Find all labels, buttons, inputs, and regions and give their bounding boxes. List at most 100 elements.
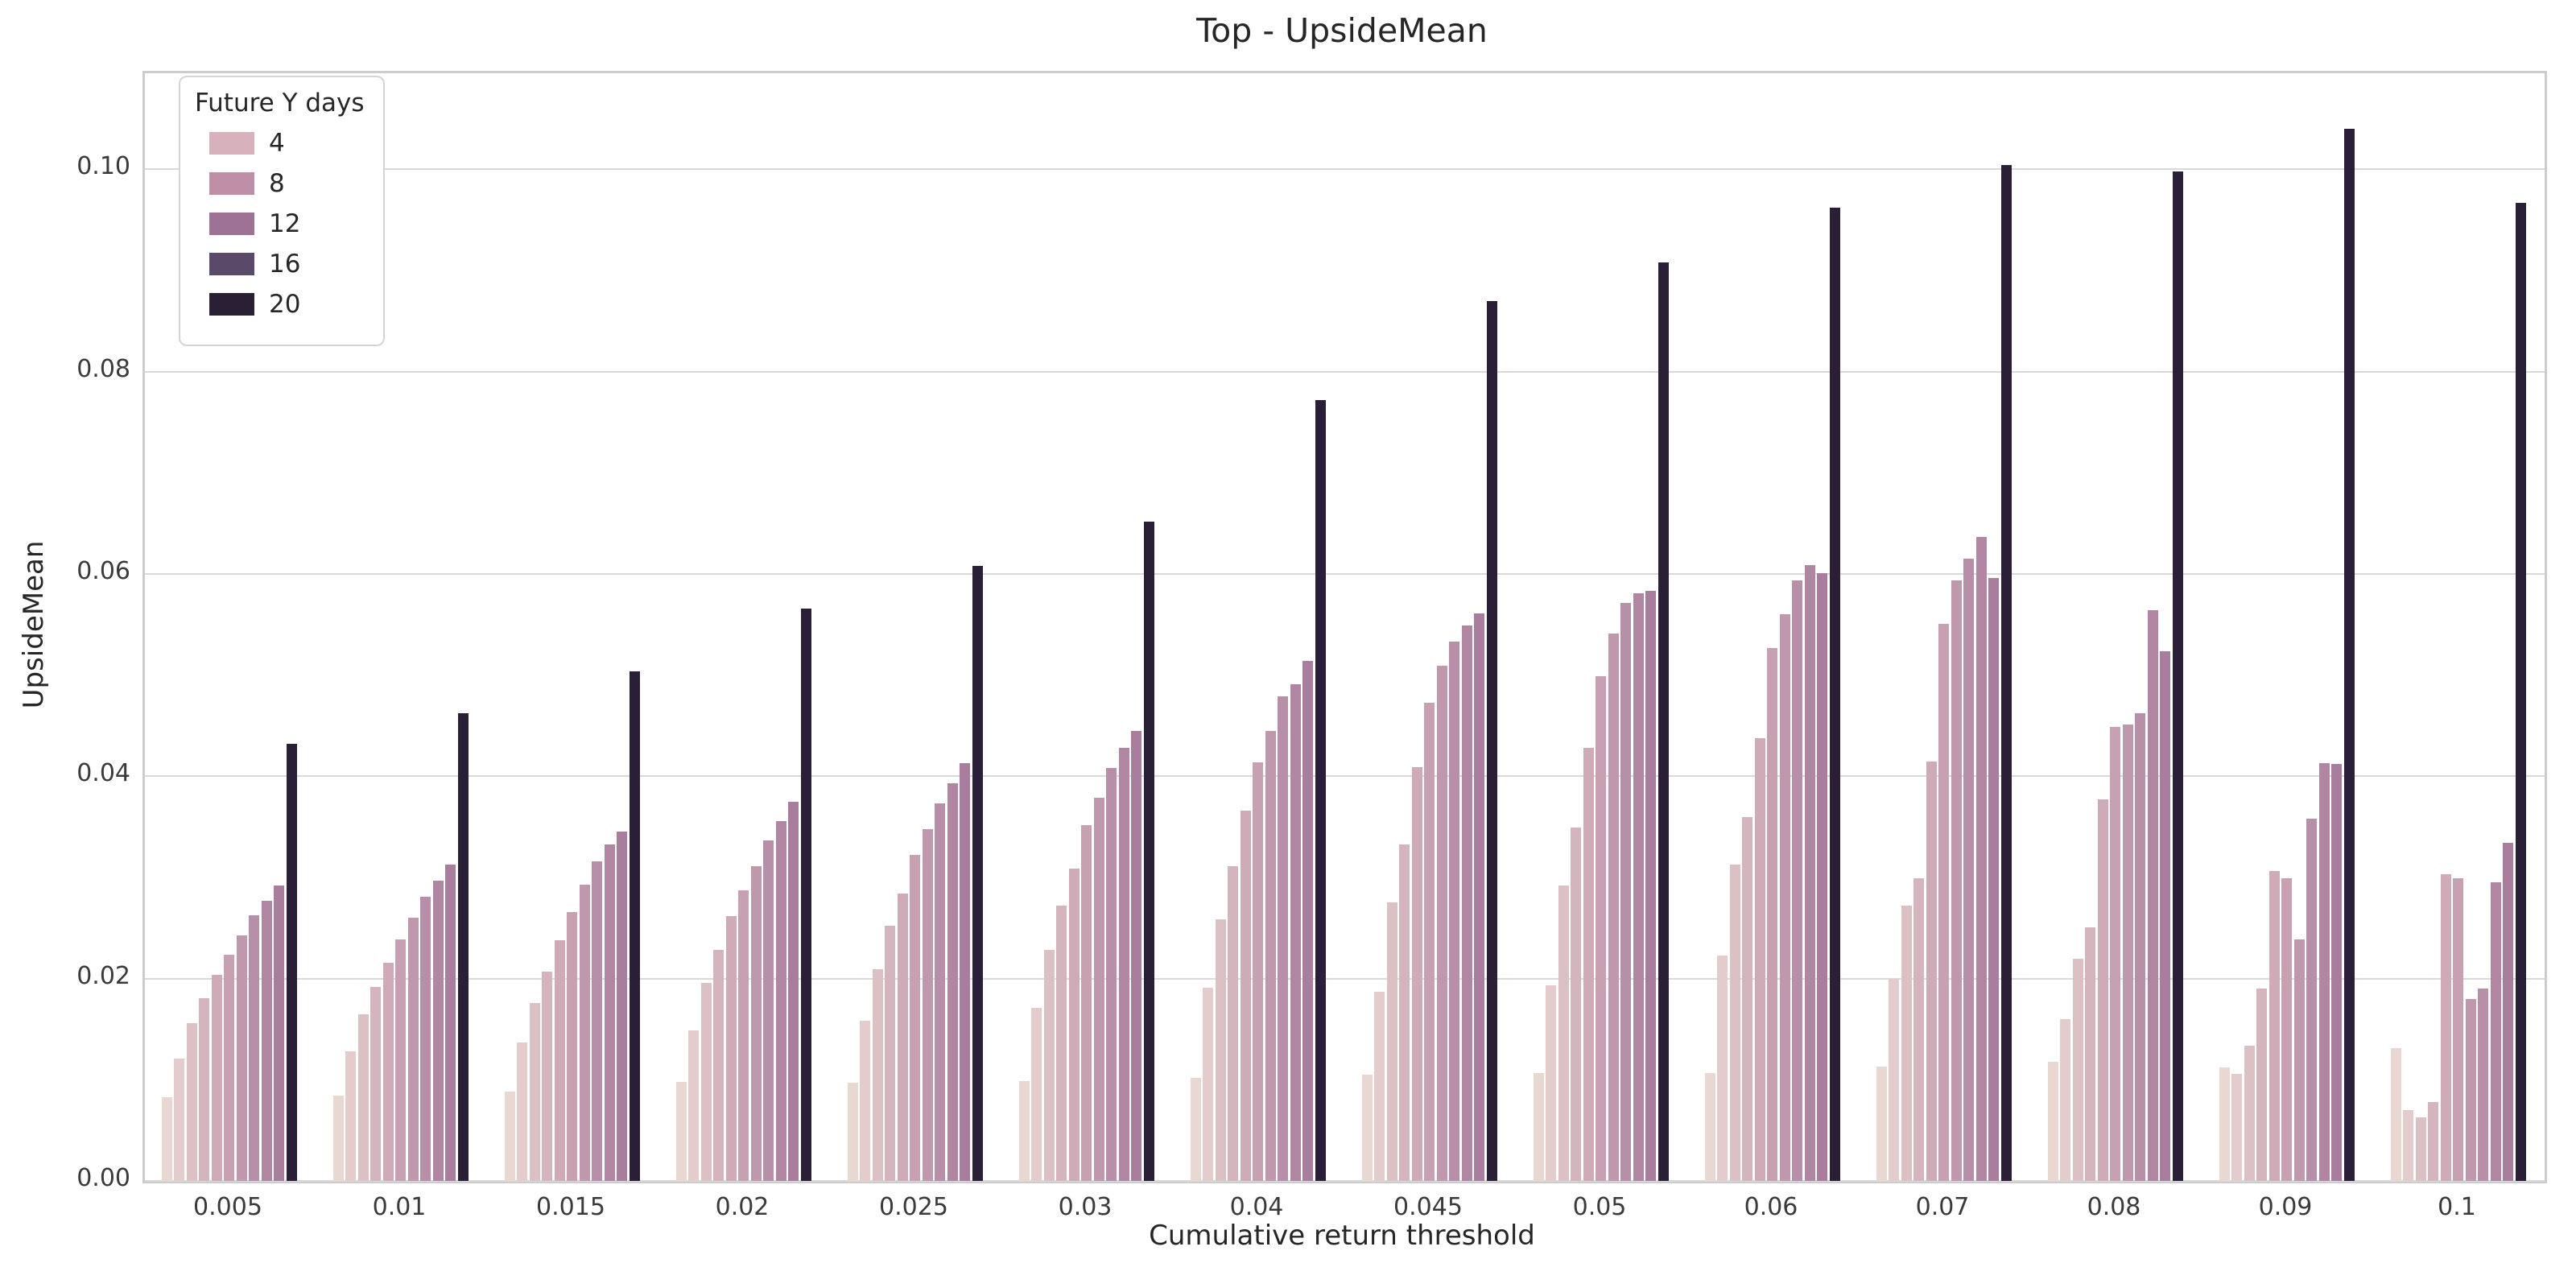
bar-0.05-bar-10 (1645, 591, 1657, 1181)
bar-0.015-bar-02 (517, 1042, 528, 1181)
x-tick-0.015: 0.015 (536, 1193, 605, 1221)
bar-0.09-bar-06 (2281, 878, 2293, 1181)
x-tick-0.03: 0.03 (1058, 1193, 1113, 1221)
bar-0.08-bar-03 (2072, 958, 2083, 1181)
x-tick-0.08: 0.08 (2087, 1193, 2141, 1221)
y-tick-0.04: 0.04 (76, 759, 130, 788)
bar-0.08-bar-08 (2135, 713, 2146, 1181)
bar-0.04-bar-11 (1315, 399, 1326, 1181)
bar-0.03-bar-08 (1106, 768, 1117, 1181)
bar-0.09-bar-11 (2343, 129, 2355, 1181)
legend-entry-8: 8 (209, 169, 383, 198)
x-tick-0.025: 0.025 (879, 1193, 948, 1221)
bar-0.07-bar-03 (1901, 906, 1912, 1181)
bar-0.1-bar-07 (2465, 998, 2476, 1181)
bar-0.08-bar-02 (2060, 1018, 2071, 1181)
bar-0.06-bar-02 (1717, 955, 1728, 1181)
bar-0.045-bar-04 (1399, 844, 1410, 1181)
bar-0.04-bar-02 (1203, 987, 1214, 1181)
x-tick-0.005: 0.005 (193, 1193, 262, 1221)
bar-0.04-bar-07 (1265, 730, 1276, 1181)
bar-0.06-bar-03 (1729, 864, 1740, 1181)
bar-0.09-bar-04 (2256, 989, 2268, 1181)
bar-0.03-bar-11 (1143, 521, 1154, 1181)
y-tick-0.10: 0.10 (76, 152, 130, 181)
legend-swatch-20 (209, 293, 254, 316)
x-tick-0.1: 0.1 (2438, 1193, 2476, 1221)
bar-0.1-bar-01 (2390, 1048, 2401, 1181)
gridline-y-0.04 (145, 775, 2545, 778)
bar-0.025-bar-01 (847, 1083, 858, 1181)
bar-0.03-bar-03 (1043, 950, 1055, 1181)
bar-0.08-bar-11 (2172, 171, 2183, 1181)
bar-0.02-bar-08 (763, 840, 774, 1181)
x-tick-0.07: 0.07 (1915, 1193, 1970, 1221)
bar-0.01-bar-11 (457, 713, 469, 1181)
legend: Future Y days 4 8 12 16 20 (179, 76, 385, 346)
legend-label-20: 20 (269, 290, 301, 319)
gridline-y-0.00 (145, 1180, 2545, 1182)
legend-swatch-8 (209, 172, 254, 195)
bar-0.1-bar-09 (2490, 882, 2501, 1181)
bar-0.005-bar-08 (249, 914, 260, 1181)
bar-0.005-bar-01 (161, 1096, 172, 1181)
bar-0.02-bar-04 (713, 950, 724, 1181)
bar-0.005-bar-05 (211, 974, 222, 1181)
bar-0.045-bar-11 (1486, 300, 1497, 1181)
bar-0.07-bar-05 (1926, 761, 1937, 1181)
bar-0.07-bar-01 (1876, 1067, 1887, 1181)
bar-0.09-bar-01 (2219, 1067, 2230, 1181)
bar-0.07-bar-04 (1913, 878, 1925, 1181)
bar-0.07-bar-09 (1975, 536, 1987, 1181)
bar-0.015-bar-09 (604, 844, 615, 1181)
bar-0.025-bar-03 (872, 969, 883, 1181)
bar-0.025-bar-05 (897, 894, 908, 1181)
legend-label-4: 4 (269, 129, 285, 158)
bar-0.05-bar-09 (1633, 592, 1644, 1181)
bar-0.01-bar-06 (395, 939, 407, 1181)
bar-0.09-bar-02 (2231, 1073, 2243, 1181)
bar-0.02-bar-09 (775, 820, 786, 1181)
bar-0.025-bar-06 (910, 855, 921, 1181)
bar-0.005-bar-09 (261, 900, 272, 1181)
bar-0.01-bar-09 (432, 880, 444, 1181)
bar-0.02-bar-01 (675, 1081, 687, 1181)
bar-0.08-bar-04 (2085, 927, 2096, 1181)
bar-0.05-bar-03 (1558, 886, 1569, 1181)
bar-0.03-bar-01 (1018, 1080, 1030, 1181)
bar-0.045-bar-08 (1449, 642, 1460, 1181)
x-tick-0.06: 0.06 (1744, 1193, 1798, 1221)
bar-0.02-bar-05 (725, 915, 737, 1181)
y-tick-0.06: 0.06 (76, 557, 130, 586)
bar-0.01-bar-10 (445, 864, 456, 1181)
bar-0.08-bar-10 (2160, 650, 2171, 1181)
bar-0.1-bar-02 (2403, 1110, 2414, 1181)
chart-title: Top - UpsideMean (1196, 11, 1488, 50)
bar-0.01-bar-02 (345, 1051, 357, 1181)
bar-0.02-bar-10 (788, 801, 799, 1181)
bar-0.005-bar-10 (274, 886, 285, 1181)
legend-entry-12: 12 (209, 209, 383, 238)
bar-0.02-bar-11 (800, 608, 811, 1181)
bar-0.045-bar-05 (1411, 767, 1422, 1181)
bar-0.09-bar-10 (2331, 764, 2343, 1181)
bar-0.015-bar-01 (504, 1092, 515, 1181)
bar-0.04-bar-05 (1240, 811, 1251, 1181)
bar-0.06-bar-11 (1829, 208, 1840, 1181)
bar-0.08-bar-06 (2110, 726, 2121, 1181)
bar-0.015-bar-07 (579, 884, 590, 1181)
bar-0.05-bar-07 (1608, 634, 1619, 1181)
bar-0.09-bar-08 (2306, 819, 2318, 1181)
bar-0.045-bar-03 (1386, 902, 1397, 1181)
bar-0.09-bar-03 (2244, 1045, 2255, 1181)
x-tick-0.02: 0.02 (715, 1193, 770, 1221)
y-tick-0.00: 0.00 (76, 1164, 130, 1192)
gridline-y-0.08 (145, 370, 2545, 373)
bar-0.07-bar-06 (1938, 623, 1950, 1181)
bar-0.045-bar-02 (1374, 992, 1385, 1181)
bar-0.06-bar-01 (1704, 1072, 1715, 1181)
gridline-y-0.10 (145, 168, 2545, 171)
bar-0.08-bar-01 (2047, 1061, 2058, 1181)
bar-0.025-bar-07 (922, 828, 933, 1181)
bar-0.045-bar-06 (1424, 702, 1435, 1181)
